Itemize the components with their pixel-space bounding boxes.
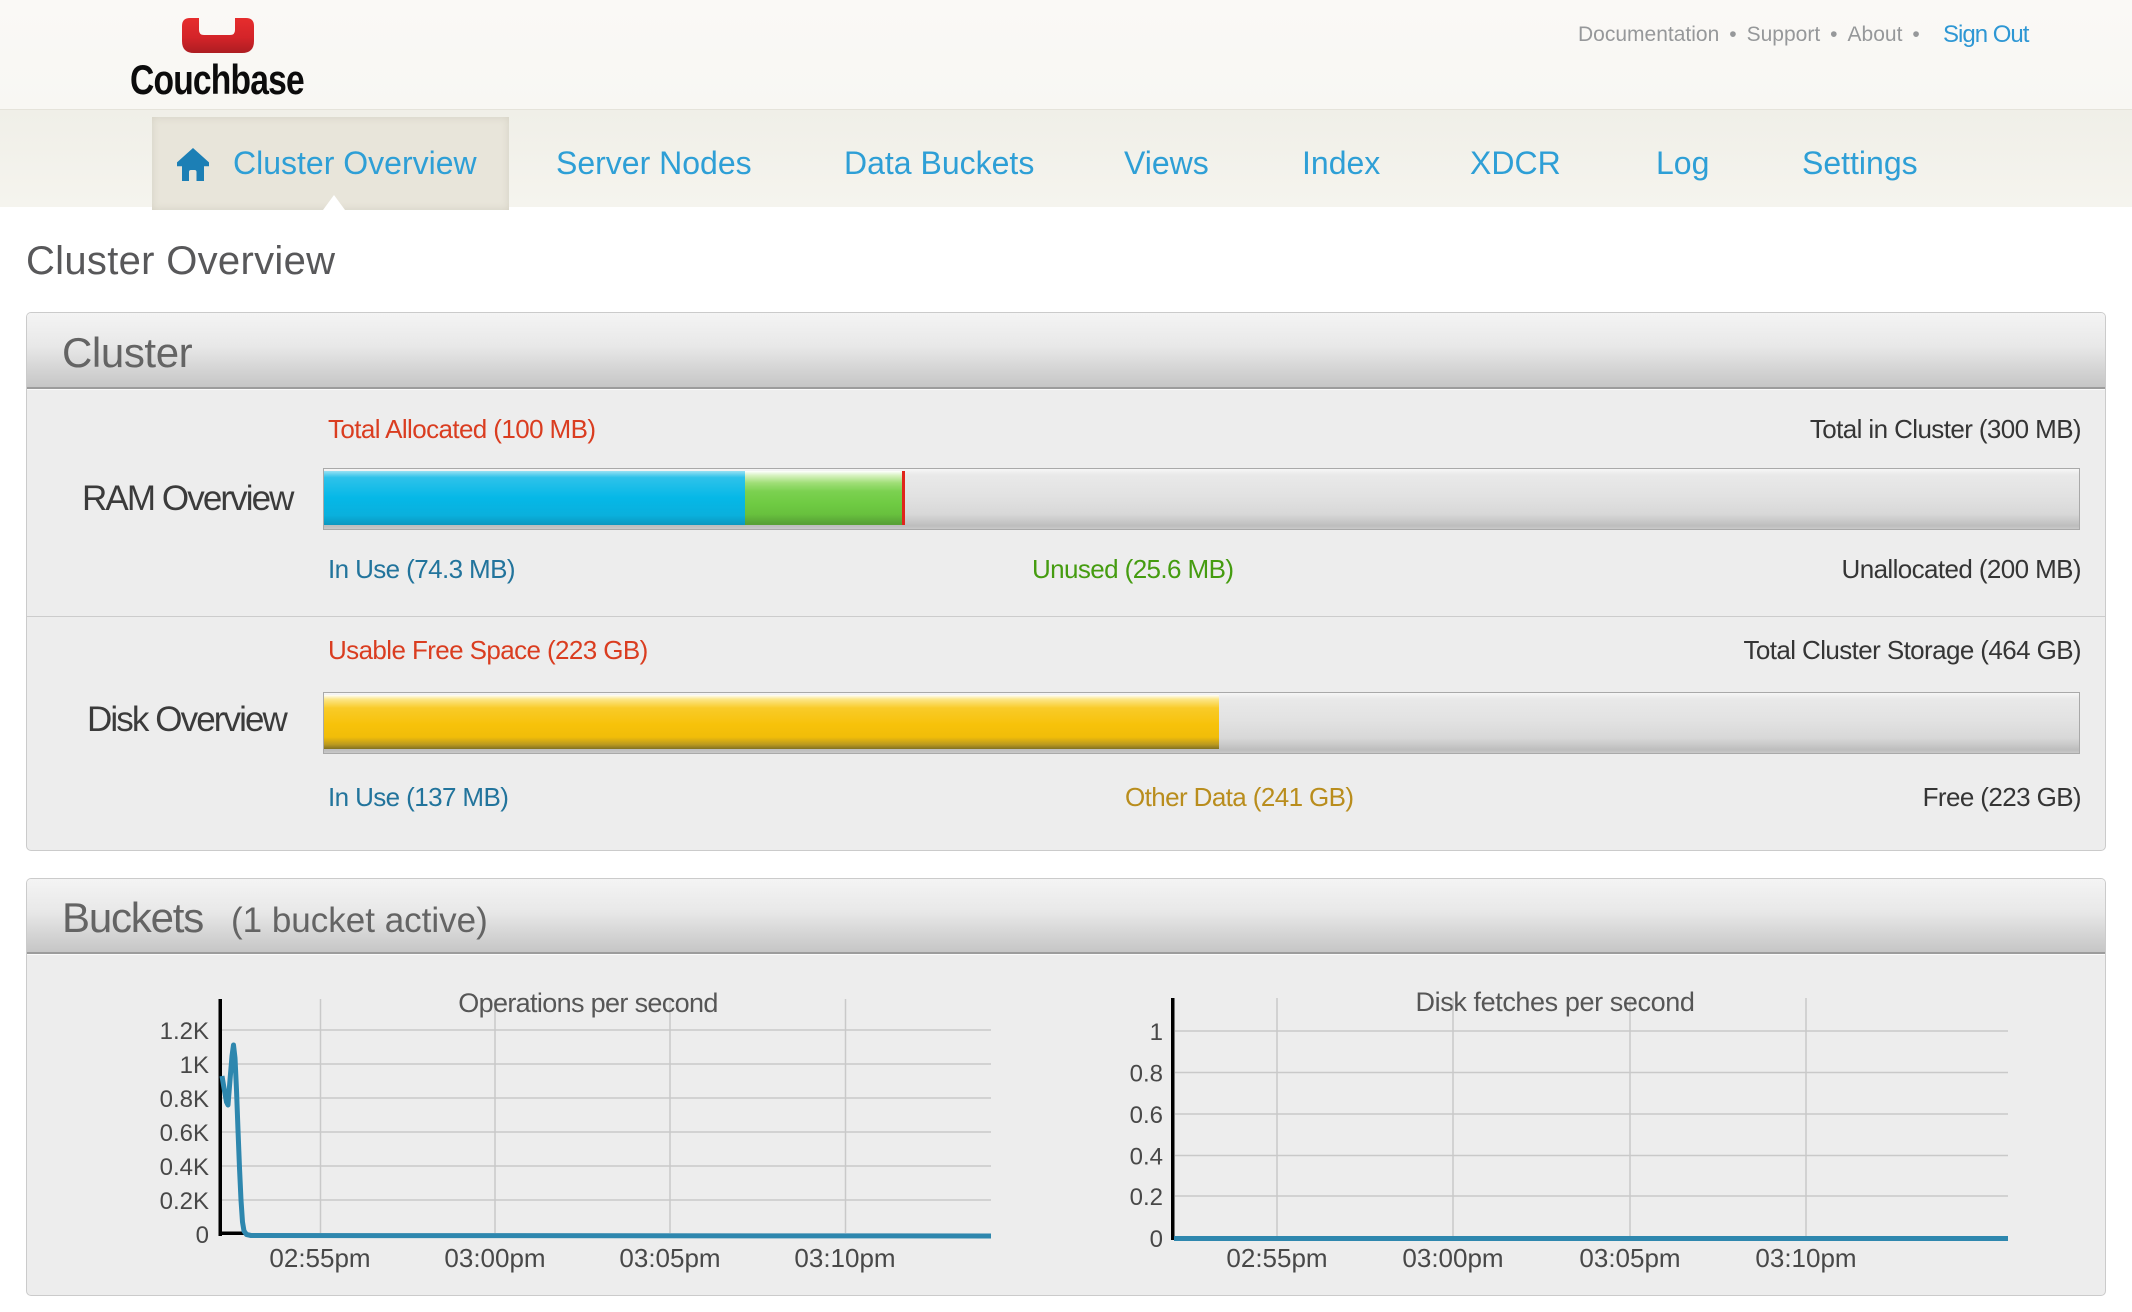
svg-text:0.2: 0.2 (1130, 1184, 1163, 1211)
svg-text:0.2K: 0.2K (160, 1188, 209, 1215)
svg-text:Operations per second: Operations per second (458, 988, 718, 1018)
svg-text:03:10pm: 03:10pm (794, 1243, 895, 1273)
svg-text:03:05pm: 03:05pm (1579, 1243, 1680, 1273)
svg-text:0: 0 (1150, 1226, 1163, 1253)
svg-text:03:10pm: 03:10pm (1755, 1243, 1856, 1273)
svg-text:03:05pm: 03:05pm (619, 1243, 720, 1273)
svg-text:0.4: 0.4 (1130, 1144, 1163, 1171)
svg-text:0.6: 0.6 (1130, 1102, 1163, 1129)
svg-text:03:00pm: 03:00pm (444, 1243, 545, 1273)
svg-text:Disk fetches per second: Disk fetches per second (1416, 987, 1695, 1017)
svg-text:02:55pm: 02:55pm (1226, 1243, 1327, 1273)
svg-text:0.4K: 0.4K (160, 1154, 209, 1181)
svg-text:1K: 1K (180, 1052, 209, 1079)
svg-text:1.2K: 1.2K (160, 1018, 209, 1045)
svg-text:02:55pm: 02:55pm (269, 1243, 370, 1273)
svg-text:0.8K: 0.8K (160, 1086, 209, 1113)
svg-text:0: 0 (196, 1222, 209, 1249)
svg-text:0.8: 0.8 (1130, 1061, 1163, 1088)
svg-text:03:00pm: 03:00pm (1402, 1243, 1503, 1273)
svg-text:0.6K: 0.6K (160, 1120, 209, 1147)
svg-text:1: 1 (1150, 1019, 1163, 1046)
